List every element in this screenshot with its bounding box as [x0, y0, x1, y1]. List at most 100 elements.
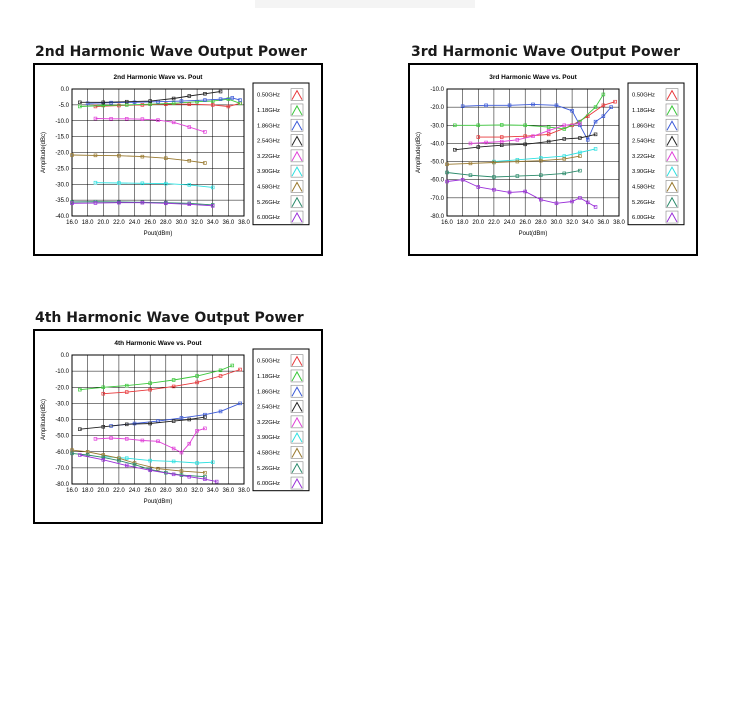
data-point [468, 141, 473, 146]
legend: 0.50GHz 1.18GHz 1.86GHz 2.54GHz 3.22GHz 3.90G… [252, 82, 310, 226]
data-point [148, 99, 152, 103]
legend-swatch [665, 149, 679, 163]
legend-label: 3.90GHz [257, 169, 280, 175]
data-point [601, 92, 606, 97]
data-point [203, 470, 207, 475]
data-point [445, 170, 449, 175]
legend-marker [291, 104, 303, 116]
legend-swatch [290, 134, 304, 147]
data-point [70, 451, 74, 456]
series-line [79, 98, 241, 107]
data-point [531, 102, 535, 107]
data-point [460, 104, 465, 108]
data-point [499, 143, 504, 147]
x-tick-label: 24.0 [504, 220, 516, 226]
y-tick-label: 0.0 [61, 353, 70, 359]
series-6.00GHz [445, 177, 598, 209]
data-point [515, 138, 520, 142]
series-3.22GHz [468, 121, 582, 146]
legend-marker [291, 462, 303, 473]
data-point [539, 173, 543, 177]
legend-marker [291, 386, 303, 397]
data-point [109, 100, 113, 105]
legend-label: 4.58GHz [257, 184, 280, 190]
data-point [171, 378, 176, 382]
y-tick-label: -60.0 [55, 450, 69, 456]
x-tick-label: 36.0 [598, 220, 610, 226]
legend-swatch [290, 149, 304, 163]
x-axis-label: Pout(dBm) [144, 499, 173, 505]
legend-swatch [290, 446, 304, 459]
x-tick-label: 32.0 [191, 488, 203, 494]
data-point [601, 103, 606, 108]
legend-swatch [665, 164, 679, 178]
legend-swatch [665, 134, 679, 147]
y-tick-label: -50.0 [55, 434, 69, 440]
legend-marker [291, 89, 303, 100]
data-point [578, 150, 582, 155]
series-6.00GHz [78, 453, 219, 484]
data-point [453, 148, 457, 152]
series-line [446, 155, 580, 165]
data-point [187, 159, 192, 163]
section-title-4th-harmonic: 4th Harmonic Wave Output Power [35, 310, 304, 326]
legend-label: 2.54GHz [632, 139, 655, 145]
legend-label: 5.26GHz [257, 200, 280, 206]
data-point [515, 174, 520, 178]
chart-panel-4th-harmonic: 4th Harmonic Wave vs. Pout 16.0 18.0 20.0 22… [33, 329, 323, 524]
data-point [499, 123, 504, 127]
series-5.26GHz [445, 168, 582, 179]
data-point [78, 427, 82, 431]
data-point [148, 381, 152, 385]
data-point [93, 180, 98, 185]
data-point [562, 171, 567, 176]
data-point [578, 168, 582, 173]
data-point [70, 153, 74, 157]
data-point [78, 104, 82, 109]
chart-2nd-harmonic: 2nd Harmonic Wave vs. Pout 16.0 18.0 20.0 22… [41, 74, 310, 237]
x-tick-label: 20.0 [97, 488, 109, 494]
series-line [71, 154, 205, 164]
legend-marker [291, 478, 303, 489]
x-tick-label: 34.0 [582, 220, 594, 226]
data-point [238, 367, 242, 372]
data-point [492, 160, 496, 165]
x-tick-label: 16.0 [441, 220, 453, 226]
legend-label: 1.86GHz [257, 123, 280, 129]
data-point [593, 205, 598, 209]
legend-marker [291, 447, 303, 458]
y-tick-label: -40.0 [55, 418, 69, 424]
data-point [93, 104, 98, 109]
data-point [179, 416, 184, 420]
data-point [101, 100, 106, 105]
legend-swatch [290, 210, 304, 224]
data-point [171, 459, 176, 464]
data-point [218, 374, 223, 378]
data-point [179, 99, 184, 103]
y-axis-label: Amplitude(dBc) [41, 399, 47, 440]
data-point [210, 185, 215, 190]
data-point [148, 387, 152, 392]
x-tick-label: 28.0 [160, 488, 172, 494]
x-tick-label: 32.0 [191, 220, 203, 226]
series-line [79, 454, 217, 483]
chart-title: 4th Harmonic Wave vs. Pout [114, 340, 202, 347]
series-line [71, 202, 213, 207]
data-point [585, 200, 590, 205]
series-3.22GHz [93, 116, 207, 134]
series-2.54GHz [78, 415, 207, 431]
legend-marker [666, 135, 678, 146]
legend-swatch [665, 88, 679, 101]
data-point [171, 446, 176, 451]
legend-swatch [290, 164, 304, 178]
data-point [476, 135, 481, 139]
x-tick-label: 22.0 [113, 488, 125, 494]
legend-marker [291, 401, 303, 412]
y-tick-label: -25.0 [55, 166, 69, 172]
y-tick-label: -40.0 [55, 214, 69, 220]
legend-marker [291, 150, 303, 162]
y-tick-label: -60.0 [430, 178, 444, 184]
data-point [499, 135, 504, 139]
data-point [85, 449, 90, 454]
data-point [171, 472, 176, 477]
